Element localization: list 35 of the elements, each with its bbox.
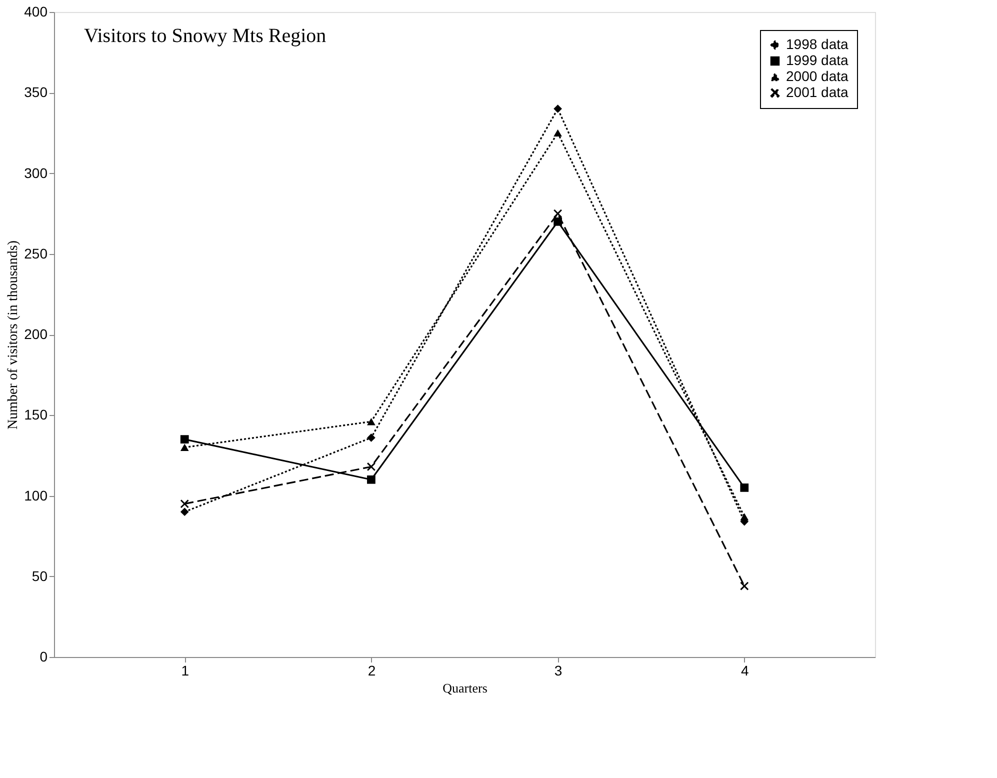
point <box>554 217 562 226</box>
legend-label: 1998 data <box>786 36 848 52</box>
x-tick-label: 2 <box>368 662 376 678</box>
y-tick-label: 100 <box>24 487 48 504</box>
point <box>740 484 749 492</box>
x-axis-title: Quarters <box>442 680 488 696</box>
y-tick-label: 200 <box>24 326 48 342</box>
point <box>180 444 189 451</box>
legend-label: 2000 data <box>786 68 848 84</box>
y-tick-label: 0 <box>40 648 48 664</box>
x-tick-label: 1 <box>181 662 190 678</box>
point <box>180 500 189 508</box>
x-tick-label: 3 <box>554 662 562 678</box>
point <box>180 435 189 444</box>
point <box>367 434 376 442</box>
point <box>554 209 562 218</box>
y-axis-title: Number of visitors (in thousands) <box>6 240 22 430</box>
legend-label: 1999 data <box>786 52 848 68</box>
point <box>740 582 749 590</box>
point <box>367 418 376 426</box>
point <box>180 508 189 516</box>
y-tick-label: 50 <box>32 568 48 584</box>
point <box>554 129 562 137</box>
x-tick-label: 4 <box>740 662 749 678</box>
y-tick-label: 150 <box>24 406 48 423</box>
point <box>367 462 376 471</box>
point <box>554 104 562 113</box>
text: Visitors to Snowy Mts Region <box>84 25 326 47</box>
y-tick-label: 300 <box>24 164 48 181</box>
point <box>740 513 749 520</box>
point <box>367 475 376 484</box>
y-tick-label: 350 <box>24 84 48 100</box>
legend-label: 2001 data <box>786 84 848 100</box>
y-tick-label: 250 <box>24 245 48 262</box>
y-tick-label: 400 <box>24 4 48 20</box>
